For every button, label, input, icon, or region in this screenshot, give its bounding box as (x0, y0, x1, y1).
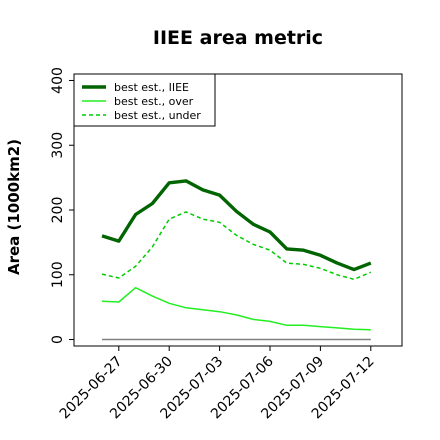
series-line-best-est-iiee (101, 179, 372, 272)
series-line-best-est-under (101, 211, 372, 281)
y-axis-label: Area (1000km2) (5, 139, 23, 275)
y-tick-label: 100 (50, 261, 66, 288)
chart-title: IIEE area metric (153, 27, 323, 49)
y-tick-label: 300 (50, 132, 66, 159)
series-line-best-est-over (101, 286, 371, 331)
series-layer (101, 179, 372, 341)
legend-box (73, 73, 216, 127)
legend-label: best est., under (114, 109, 201, 122)
y-tick-label: 400 (50, 67, 66, 94)
legend-label: best est., over (114, 95, 194, 108)
y-axis: 0 100 200 300 400 (50, 67, 74, 344)
x-axis: 2025-06-272025-06-302025-07-032025-07-06… (57, 346, 378, 422)
y-tick-label: 0 (50, 335, 66, 344)
legend-label: best est., IIEE (114, 81, 189, 94)
y-tick-label: 200 (50, 197, 66, 224)
